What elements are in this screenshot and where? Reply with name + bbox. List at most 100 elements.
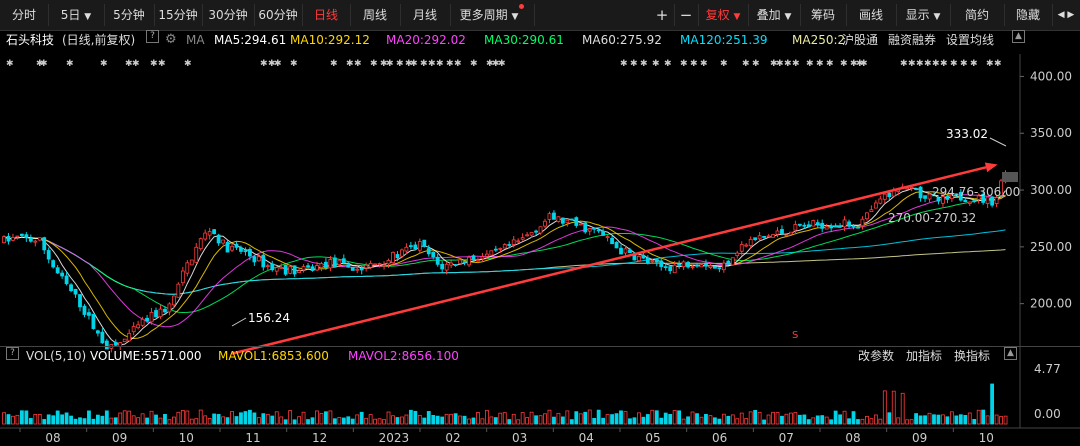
volume-bar [918,415,923,425]
period-tab-daily[interactable]: 日线 [302,4,351,26]
candle-body [699,264,704,268]
volume-bar [730,414,735,425]
month-label: 2023 [379,431,410,445]
gear-icon[interactable]: ⚙ [165,32,177,47]
candle-body [918,186,923,199]
mavol2-value: MAVOL2:8656.100 [348,349,459,363]
zoom-out-button[interactable]: − [674,4,699,26]
candle-body [2,236,6,244]
set-ma-button[interactable]: 设置均线 [946,33,995,47]
volume-bar [417,414,422,425]
event-marker: ✱ [150,59,158,69]
candle-body [87,312,91,316]
volume-bar [24,410,29,425]
volume-bar [601,417,606,425]
candle-body [994,197,999,204]
chips-button[interactable]: 筹码 [800,4,847,26]
candle-body [565,219,570,224]
collapse-icon[interactable]: ▲ [1012,30,1025,43]
volume-bar [511,413,516,425]
overlay-button[interactable]: 叠加 ▼ [748,4,801,26]
event-marker: ✱ [784,59,792,69]
hgt-button[interactable]: 沪股通 [842,33,879,47]
draw-line-button[interactable]: 画线 [846,4,897,26]
candle-body [382,264,386,267]
volume-bar [860,418,865,425]
volume-bar [78,417,82,425]
candle-body [713,266,717,269]
volume-bar [69,415,73,425]
period-tab-15min[interactable]: 15分钟 [154,4,203,26]
zoom-in-button[interactable]: + [650,4,675,26]
hide-button[interactable]: 隐藏 [1004,4,1053,26]
volume-bar [426,411,431,425]
month-label: 10 [979,431,994,445]
volume-bar [154,414,158,425]
volume-bar [896,417,901,425]
fuquan-button[interactable]: 复权 ▼ [698,4,749,26]
volume-bar [793,412,798,425]
volume-bar [614,413,619,425]
month-label: 07 [779,431,794,445]
display-button[interactable]: 显示 ▼ [896,4,951,26]
help-icon[interactable]: ? [146,30,159,43]
period-tab-intraday[interactable]: 分时 [0,4,49,26]
simple-mode-button[interactable]: 简约 [950,4,1005,26]
event-marker: ✱ [446,59,454,69]
volume-bar [645,414,650,425]
candle-body [833,225,838,228]
collapse-icon[interactable]: ▲ [1004,347,1017,360]
volume-bar [337,416,342,425]
volume-bar [547,409,552,425]
period-tab-30min[interactable]: 30分钟 [202,4,255,26]
volume-bar [735,418,740,425]
candle-body [140,318,145,326]
volume-bar [212,413,217,425]
candle-body [332,257,337,268]
candle-body [252,256,257,263]
volume-axis-top: 4.77 [1034,362,1061,376]
period-tab-60min[interactable]: 60分钟 [254,4,303,26]
candle-body [24,234,29,239]
volume-bar [480,418,485,425]
event-marker: ✱ [346,59,354,69]
swap-indicator-button[interactable]: 换指标 [954,349,991,363]
event-marker: ✱ [908,59,916,69]
stock-name: 石头科技 [6,33,55,47]
period-tab-5day[interactable]: 5日 ▼ [48,4,105,26]
month-label: 03 [512,431,527,445]
event-marker: ✱ [486,59,494,69]
volume-bar [909,419,914,425]
volume-bar [905,419,910,425]
period-tab-5day-label: 5日 [60,8,81,22]
candle-body [256,256,261,262]
margin-button[interactable]: 融资融券 [888,33,937,47]
event-marker: ✱ [620,59,628,69]
chevron-down-icon: ▼ [511,12,519,22]
scroll-arrows-icon[interactable]: ◀ ▶ [1057,10,1075,20]
candle-body [936,197,941,202]
add-indicator-button[interactable]: 加指标 [906,349,943,363]
candle-body [426,248,431,255]
volume-bar [19,410,24,425]
more-periods-button[interactable]: 更多周期 ▼ [450,4,535,26]
candle-body [248,248,252,257]
period-tab-weekly[interactable]: 周线 [350,4,401,26]
trend-arrow-line[interactable] [231,166,987,355]
period-tab-5min[interactable]: 5分钟 [104,4,155,26]
ma120-value: MA120:251.39 [680,33,768,47]
candle-body [654,259,659,263]
event-marker: ✱ [36,59,44,69]
kline-chart[interactable]: ✱ ✱✱ ✱ ✱ ✱ ✱ ✱ ✱ ✱ ✱ ✱✱ ✱ ✱ ✱ ✱ ✱ ✱✱ ✱ ✱✱ ✱ ✱ ✱ ✱ ✱ ✱ ✱✱✱ ✱ ✱ ✱ ✱ ✱ ✱ ✱ ✱… [0,50,1080,446]
volume-bar [449,413,454,425]
help-icon[interactable]: ? [6,347,19,360]
candle-body [46,250,51,260]
volume-bar [180,410,185,425]
volume-bar [695,413,699,425]
volume-bar [256,417,261,425]
change-params-button[interactable]: 改参数 [858,349,895,363]
period-tab-monthly[interactable]: 月线 [400,4,451,26]
candle-body [91,313,96,329]
candle-body [346,264,351,268]
volume-bar [824,416,829,425]
